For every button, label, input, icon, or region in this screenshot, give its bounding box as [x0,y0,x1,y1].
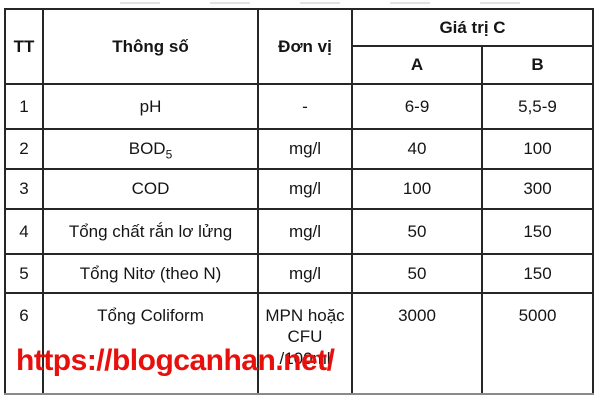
value-b-cell: 300 [481,168,594,210]
parameter-name: Tổng Nitơ (theo N) [79,263,222,283]
unit-cell: mg/l [257,253,353,294]
table-row: 5 Tổng Nitơ (theo N) mg/l 50 150 [4,253,594,294]
parameter-cell: Tổng Coliform [42,292,259,395]
unit-text: mg/l [288,221,322,241]
value-b-cell: 150 [481,253,594,294]
header-col-b: B [481,45,594,85]
parameter-name: pH [139,96,162,116]
scan-artifact [120,2,550,4]
value-a-cell: 3000 [351,292,483,395]
header-subrow: A B [5,45,594,85]
value-a-cell: 100 [351,168,483,210]
unit-text: mg/l [288,139,322,159]
parameter-name: Tổng Coliform [97,306,204,325]
header-value-group: Giá trị C [351,8,594,47]
table-row: 6 Tổng Coliform MPN hoặc CFU /100ml 3000… [4,292,594,395]
parameter-cell: Tổng chất rắn lơ lửng [42,208,259,255]
value-a-cell: 40 [351,128,483,170]
header-row: TT Thông số Đơn vị Giá trị C [4,8,594,85]
row-index: 4 [4,208,44,255]
value-a-cell: 50 [351,253,483,294]
table-row: 2 BOD5 mg/l 40 100 [4,128,594,170]
unit-text: mg/l [288,179,322,199]
unit-cell: mg/l [257,208,353,255]
unit-cell: MPN hoặc CFU /100ml [257,292,353,395]
unit-cell: - [257,83,353,130]
unit-text: CFU [287,327,323,347]
row-index: 2 [4,128,44,170]
header-tt: TT [4,8,44,85]
value-a-cell: 50 [351,208,483,255]
header-parameter: Thông số [42,8,259,85]
water-quality-standards-table: TT Thông số Đơn vị Giá trị C A B 1 pH - … [4,8,594,395]
parameter-cell: Tổng Nitơ (theo N) [42,253,259,294]
parameter-name: COD [131,179,170,199]
parameter-cell: BOD5 [42,128,259,170]
table-row: 4 Tổng chất rắn lơ lửng mg/l 50 150 [4,208,594,255]
table-row: 3 COD mg/l 100 300 [4,168,594,210]
parameter-name: Tổng chất rắn lơ lửng [68,221,233,241]
unit-text: /100ml [279,348,331,368]
unit-text: mg/l [288,263,322,283]
header-col-a: A [351,45,483,85]
row-index: 6 [4,292,44,395]
value-b-cell: 100 [481,128,594,170]
parameter-cell: COD [42,168,259,210]
unit-text: - [302,96,308,116]
value-b-cell: 5,5-9 [481,83,594,130]
header-unit: Đơn vị [257,8,353,85]
parameter-cell: pH [42,83,259,130]
parameter-name: BOD [128,139,166,159]
unit-text: MPN hoặc [265,306,345,325]
row-index: 3 [4,168,44,210]
unit-cell: mg/l [257,168,353,210]
unit-cell: mg/l [257,128,353,170]
row-index: 1 [4,83,44,130]
row-index: 5 [4,253,44,294]
parameter-subscript: 5 [165,147,173,162]
table-row: 1 pH - 6-9 5,5-9 [4,83,594,130]
value-b-cell: 150 [481,208,594,255]
value-b-cell: 5000 [481,292,594,395]
watermark-url: https://blogcanhan.net/ [16,344,335,377]
value-a-cell: 6-9 [351,83,483,130]
